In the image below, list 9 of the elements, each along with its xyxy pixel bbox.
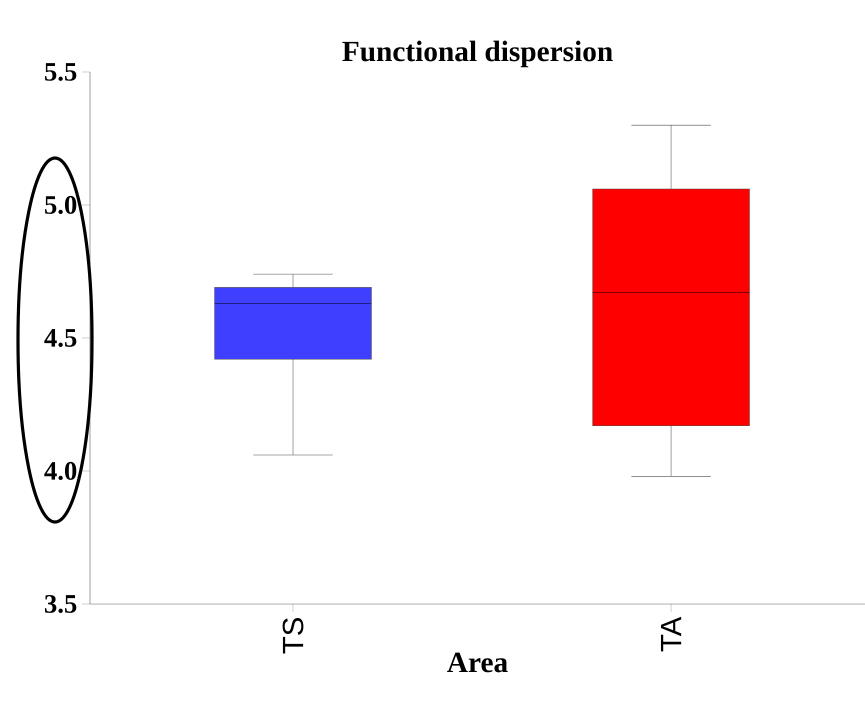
y-tick-label: 3.5 xyxy=(44,594,76,613)
chart-title: Functional dispersion xyxy=(342,40,613,68)
x-axis-title: Area xyxy=(447,652,508,672)
y-tick-label: 4.5 xyxy=(44,329,76,347)
y-tick-label: 5.0 xyxy=(45,196,76,214)
y-tick-label: 4.0 xyxy=(44,462,76,480)
x-tick-label: TS xyxy=(282,618,304,654)
y-tick-label: 5.5 xyxy=(45,63,76,81)
x-tick-label: TA xyxy=(660,616,682,652)
